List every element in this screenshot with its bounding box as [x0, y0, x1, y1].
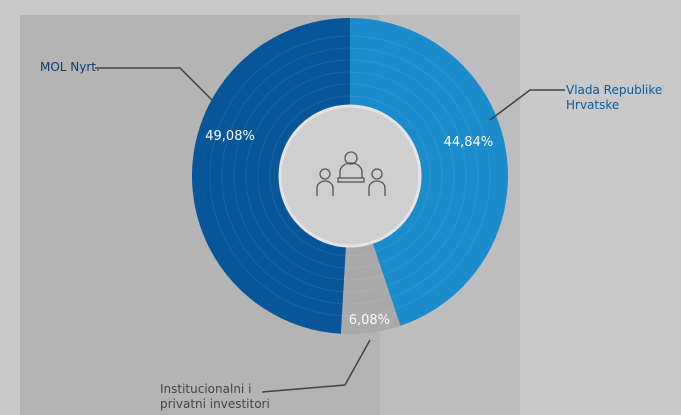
category-label: Institucionalni i privatni investitori [160, 382, 270, 411]
value-label: 6,08% [349, 313, 390, 328]
value-label: 44,84% [444, 135, 494, 150]
category-label: Vlada Republike Hrvatske [566, 83, 663, 112]
pie-slice [350, 18, 509, 326]
value-label: 49,08% [205, 129, 255, 144]
wedges [192, 18, 509, 334]
leader-lines [95, 67, 565, 393]
meeting-icon [316, 151, 386, 196]
center-circle [278, 104, 422, 248]
rings [209, 35, 491, 317]
pie-slice [192, 18, 350, 334]
category-label: MOL Nyrt. [40, 60, 100, 74]
